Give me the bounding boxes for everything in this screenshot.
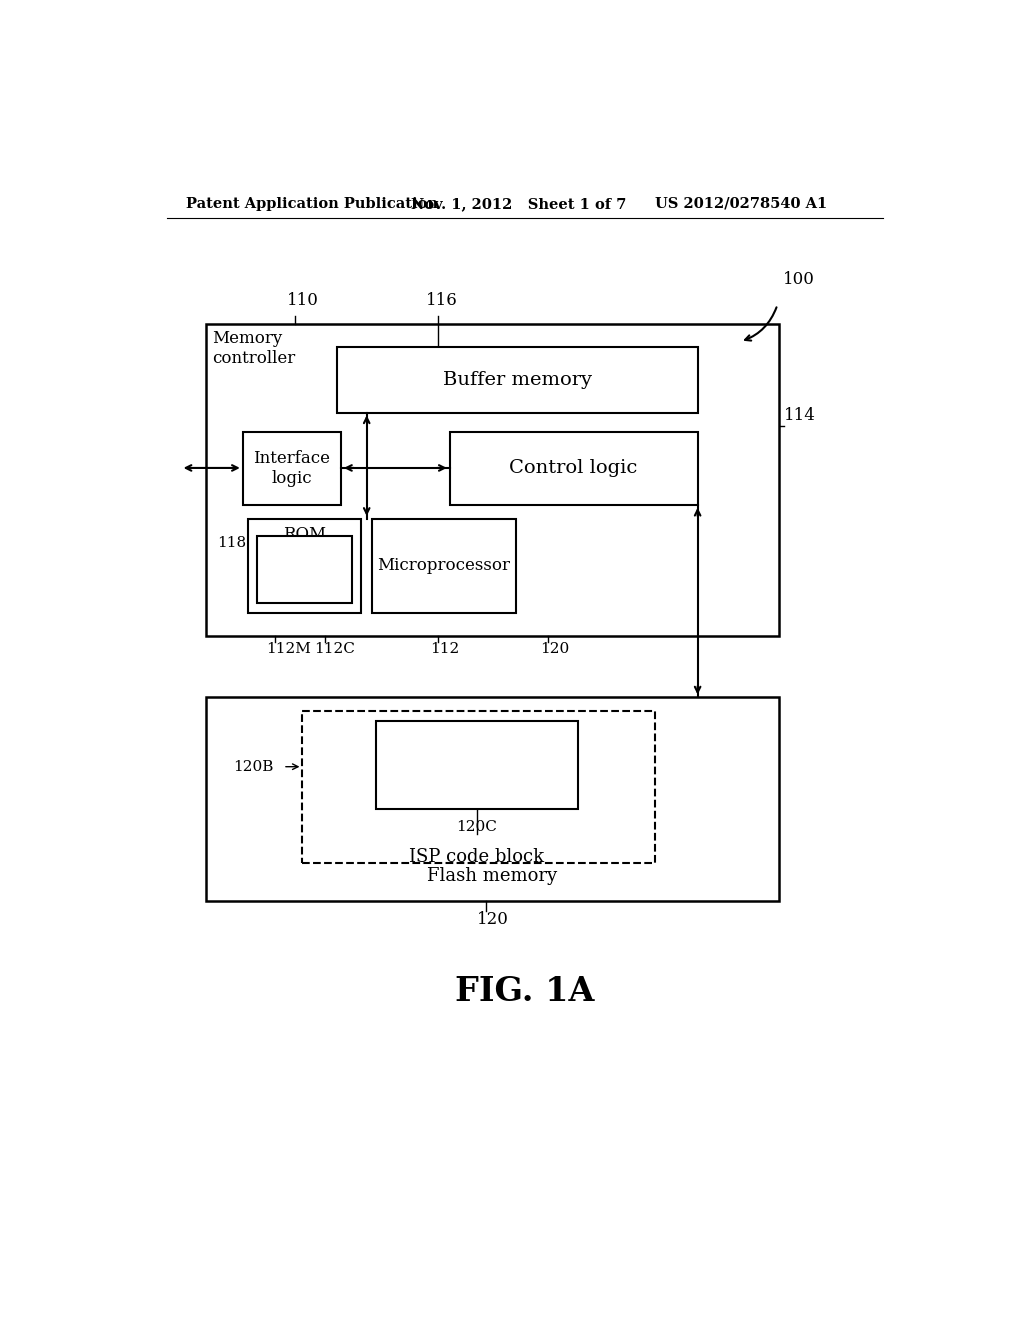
- Text: Memory
controller: Memory controller: [212, 330, 295, 367]
- Text: 112C: 112C: [314, 642, 355, 656]
- Text: 116: 116: [426, 292, 458, 309]
- Text: 114: 114: [784, 407, 816, 424]
- Text: Flash memory: Flash memory: [427, 866, 557, 884]
- Bar: [337, 347, 697, 412]
- Bar: [372, 519, 515, 612]
- Text: 112M: 112M: [266, 642, 311, 656]
- Text: ISP code: ISP code: [433, 756, 520, 774]
- Text: Patent Application Publication: Patent Application Publication: [186, 197, 438, 211]
- Text: FIG. 1A: FIG. 1A: [455, 974, 595, 1007]
- Text: Buffer memory: Buffer memory: [443, 371, 592, 389]
- Text: 100: 100: [783, 271, 815, 288]
- Bar: [248, 519, 360, 612]
- Text: 118: 118: [217, 536, 246, 549]
- Text: 120C: 120C: [457, 821, 498, 834]
- Text: 120: 120: [477, 911, 509, 928]
- Bar: [302, 711, 655, 863]
- Text: 110: 110: [287, 292, 318, 309]
- Text: Microprocessor: Microprocessor: [377, 557, 510, 574]
- Bar: [257, 536, 352, 603]
- Text: 112: 112: [430, 642, 460, 656]
- Text: Nov. 1, 2012   Sheet 1 of 7: Nov. 1, 2012 Sheet 1 of 7: [411, 197, 627, 211]
- Text: Control logic: Control logic: [509, 459, 638, 478]
- Bar: [206, 697, 779, 902]
- Text: ISP code block: ISP code block: [410, 847, 545, 866]
- Text: ROM: ROM: [283, 525, 326, 543]
- Text: Program
code: Program code: [267, 552, 341, 587]
- Bar: [206, 323, 779, 636]
- Bar: [376, 721, 578, 809]
- Text: Interface
logic: Interface logic: [253, 450, 331, 487]
- Bar: [243, 432, 341, 506]
- Text: 120: 120: [541, 642, 569, 656]
- Bar: [450, 432, 697, 506]
- Text: US 2012/0278540 A1: US 2012/0278540 A1: [655, 197, 827, 211]
- Text: 120B: 120B: [233, 760, 273, 774]
